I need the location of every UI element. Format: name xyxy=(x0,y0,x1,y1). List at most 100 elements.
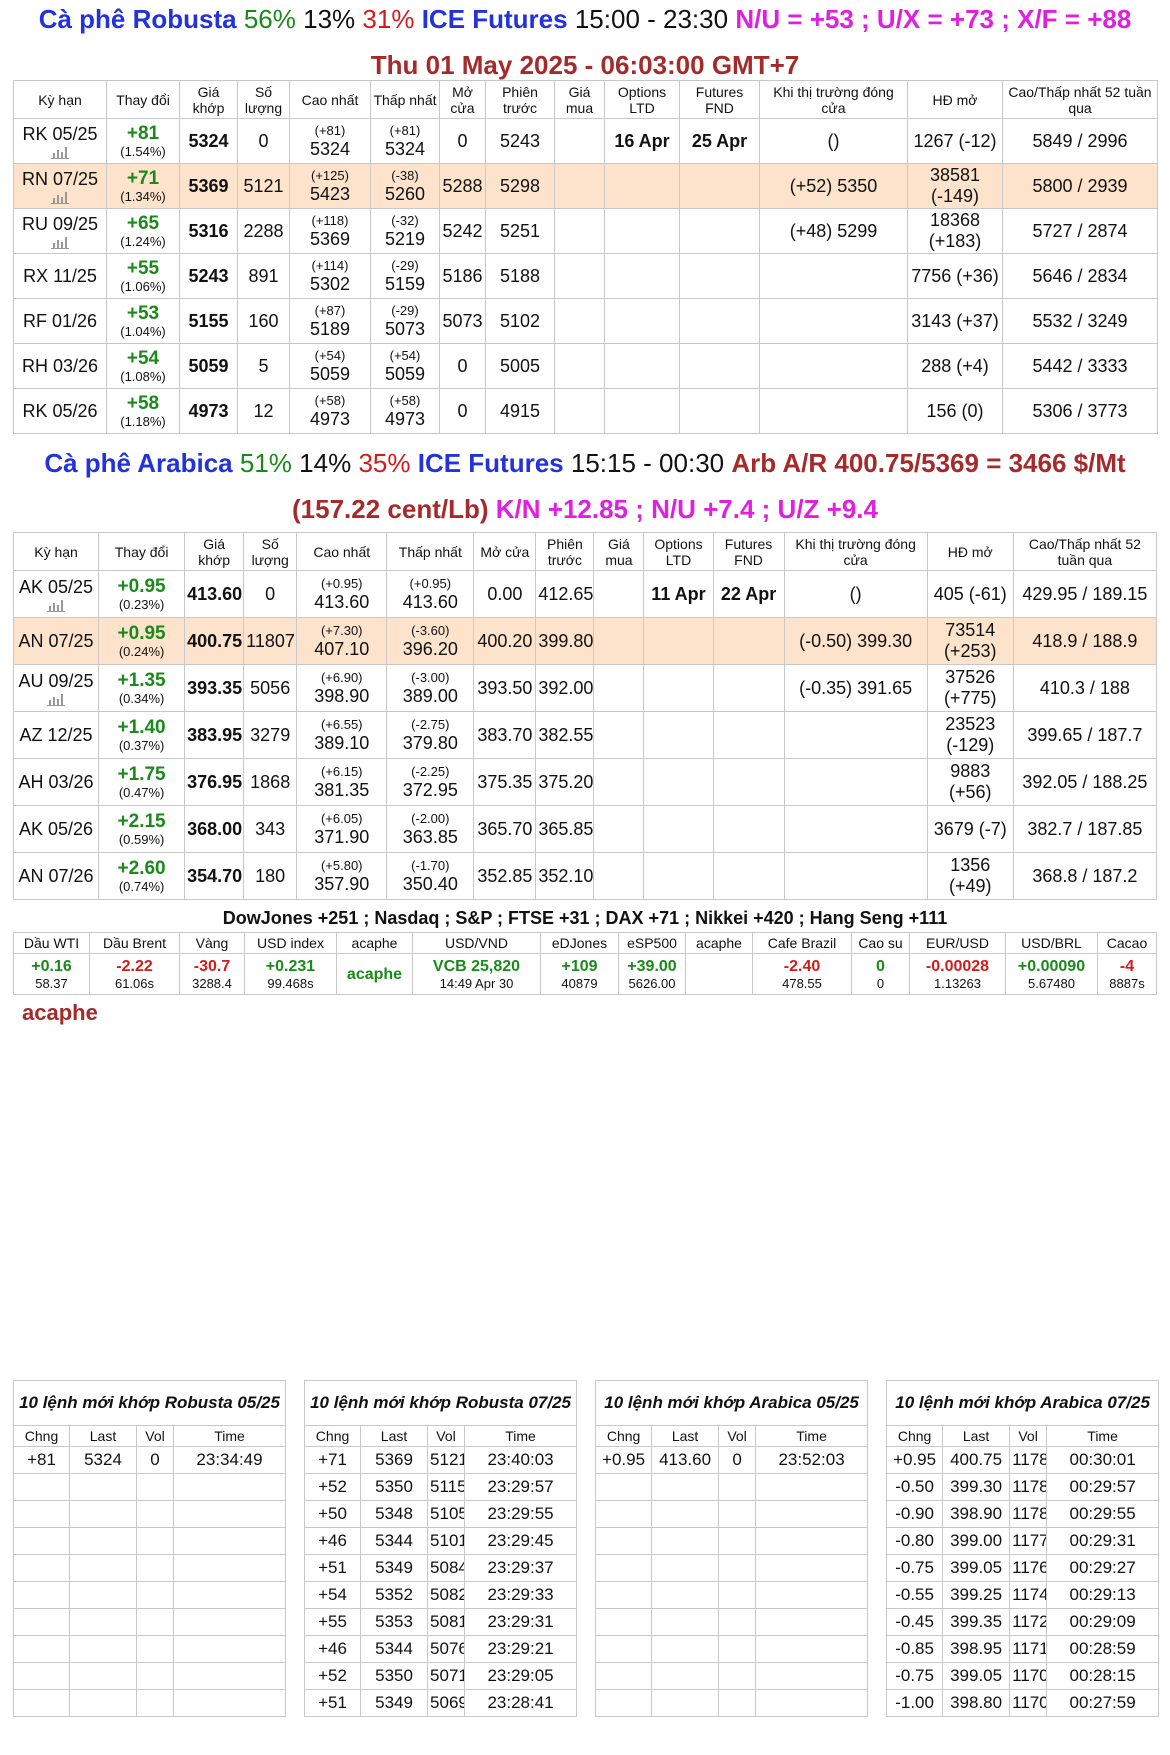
cell-text: 1267 (-12) xyxy=(913,130,997,151)
cell-text: 393.35 xyxy=(187,677,243,698)
cell: (+7.30) 407.10 xyxy=(296,617,388,665)
cell: 5 xyxy=(237,343,290,389)
cell-line: 5219 xyxy=(384,228,426,249)
cell: 382.7 / 187.85 xyxy=(1012,805,1158,853)
cell: +0.16 58.37 xyxy=(13,953,90,995)
cell: 392.05 / 188.25 xyxy=(1012,758,1158,806)
cell xyxy=(172,1689,287,1717)
cell-line: 5059 xyxy=(384,363,426,384)
cell: 5081 xyxy=(427,1608,466,1636)
cell-line: +0.00090 xyxy=(1017,957,1086,975)
cell-line: (+56) xyxy=(948,782,992,802)
cell: +0.95 xyxy=(595,1446,653,1474)
cell xyxy=(759,298,908,344)
cell: 5348 xyxy=(360,1500,429,1528)
cell: AH 03/26 xyxy=(12,758,100,806)
product-name: Cà phê Arabica xyxy=(44,448,233,478)
chart-icon xyxy=(47,693,66,706)
cell-text: +81 xyxy=(27,1450,56,1469)
cell-line: 381.35 xyxy=(314,779,370,800)
cell: +81 xyxy=(13,1446,70,1474)
cell-line: 398.90 xyxy=(314,685,370,706)
cell: 11787 xyxy=(1009,1446,1048,1474)
cell: 3279 xyxy=(243,711,298,759)
cell-line: (0.34%) xyxy=(118,690,165,706)
cell-text: 23:40:03 xyxy=(487,1450,554,1469)
cell-text: 5298 xyxy=(499,175,541,196)
cell: 410.3 / 188 xyxy=(1012,664,1158,712)
cell: +0.95 (0.24%) xyxy=(98,617,186,665)
cell xyxy=(136,1527,174,1555)
cell-line: +1.75 xyxy=(117,763,166,785)
cell: 11743 xyxy=(1009,1581,1048,1609)
cell-line: (0.24%) xyxy=(118,643,165,659)
robusta-header: Cà phê Robusta 56% 13% 31% ICE Futures 1… xyxy=(13,0,1157,88)
cell-text: 11705 xyxy=(1012,1666,1046,1685)
pct: 35% xyxy=(358,448,411,478)
cell: 23:29:55 xyxy=(464,1500,578,1528)
cell: 1267 (-12) xyxy=(907,118,1003,164)
cell-text: 0 xyxy=(265,583,276,604)
column-header: Cao/Thấp nhất 52 tuần qua xyxy=(1002,80,1158,119)
cell xyxy=(69,1500,137,1528)
cell: 399.05 xyxy=(942,1662,1011,1690)
cell xyxy=(593,664,645,712)
cell xyxy=(679,343,760,389)
cell xyxy=(554,163,605,209)
cell: 5324 xyxy=(179,118,238,164)
cell: 413.60 xyxy=(651,1446,720,1474)
cell-line: 5073 xyxy=(384,318,426,339)
cell xyxy=(679,208,760,254)
cell: -0.85 xyxy=(886,1635,944,1663)
column-header: Options LTD xyxy=(643,532,714,571)
cell xyxy=(69,1473,137,1501)
cell xyxy=(593,617,645,665)
cell: 400.20 xyxy=(473,617,537,665)
cell-text: 399.80 xyxy=(538,630,594,651)
column-header: Mở cửa xyxy=(439,80,486,119)
cell: 00:29:13 xyxy=(1046,1581,1160,1609)
cell-line: -30.7 xyxy=(193,957,231,975)
cell-line: (+87) xyxy=(314,302,346,318)
cell: -0.75 xyxy=(886,1554,944,1582)
cell: 11705 xyxy=(1009,1662,1048,1690)
cell-text: 5071 xyxy=(430,1666,465,1685)
cell xyxy=(783,852,928,900)
cell: +54 (1.08%) xyxy=(106,343,180,389)
cell-line: (0.74%) xyxy=(118,878,165,894)
cell xyxy=(759,388,908,434)
cell: 23:29:21 xyxy=(464,1635,578,1663)
cell-text: -0.45 xyxy=(895,1612,934,1631)
cell-text: 0 xyxy=(457,130,468,151)
cell-text: 365.70 xyxy=(477,818,533,839)
cell-line: (+775) xyxy=(943,688,997,708)
cell-text: 5121 xyxy=(243,175,284,196)
cell-line: -2.40 xyxy=(783,957,821,975)
column-header: Time xyxy=(172,1425,287,1447)
cell: (-3.60) 396.20 xyxy=(386,617,475,665)
cell: 5344 xyxy=(360,1527,429,1555)
spacer xyxy=(867,1689,888,1717)
cell: +71 (1.34%) xyxy=(106,163,180,209)
cell-text: 343 xyxy=(255,818,286,839)
cell: 00:28:59 xyxy=(1046,1635,1160,1663)
cell: 5288 xyxy=(439,163,486,209)
spacer xyxy=(285,1554,306,1582)
cell-line: +55 xyxy=(126,257,160,279)
block-title: 10 lệnh mới khớp Arabica 05/25 xyxy=(595,1380,869,1426)
cell-line: 73514 xyxy=(945,620,996,640)
cell-line: (-32) xyxy=(391,212,419,228)
cell-line: (+118) xyxy=(311,212,349,228)
cell-text: 5369 xyxy=(375,1450,413,1469)
cell xyxy=(712,617,785,665)
cell xyxy=(13,1500,70,1528)
timestamp: Thu 01 May 2025 - 06:03:00 GMT+7 xyxy=(370,50,800,80)
cell: 4915 xyxy=(485,388,555,434)
cell xyxy=(783,758,928,806)
cell xyxy=(651,1473,720,1501)
cell: (+54) 5059 xyxy=(370,343,440,389)
cell xyxy=(172,1635,287,1663)
cell-text: 11712 xyxy=(1012,1639,1046,1658)
cell-text: 398.90 xyxy=(950,1504,1003,1523)
